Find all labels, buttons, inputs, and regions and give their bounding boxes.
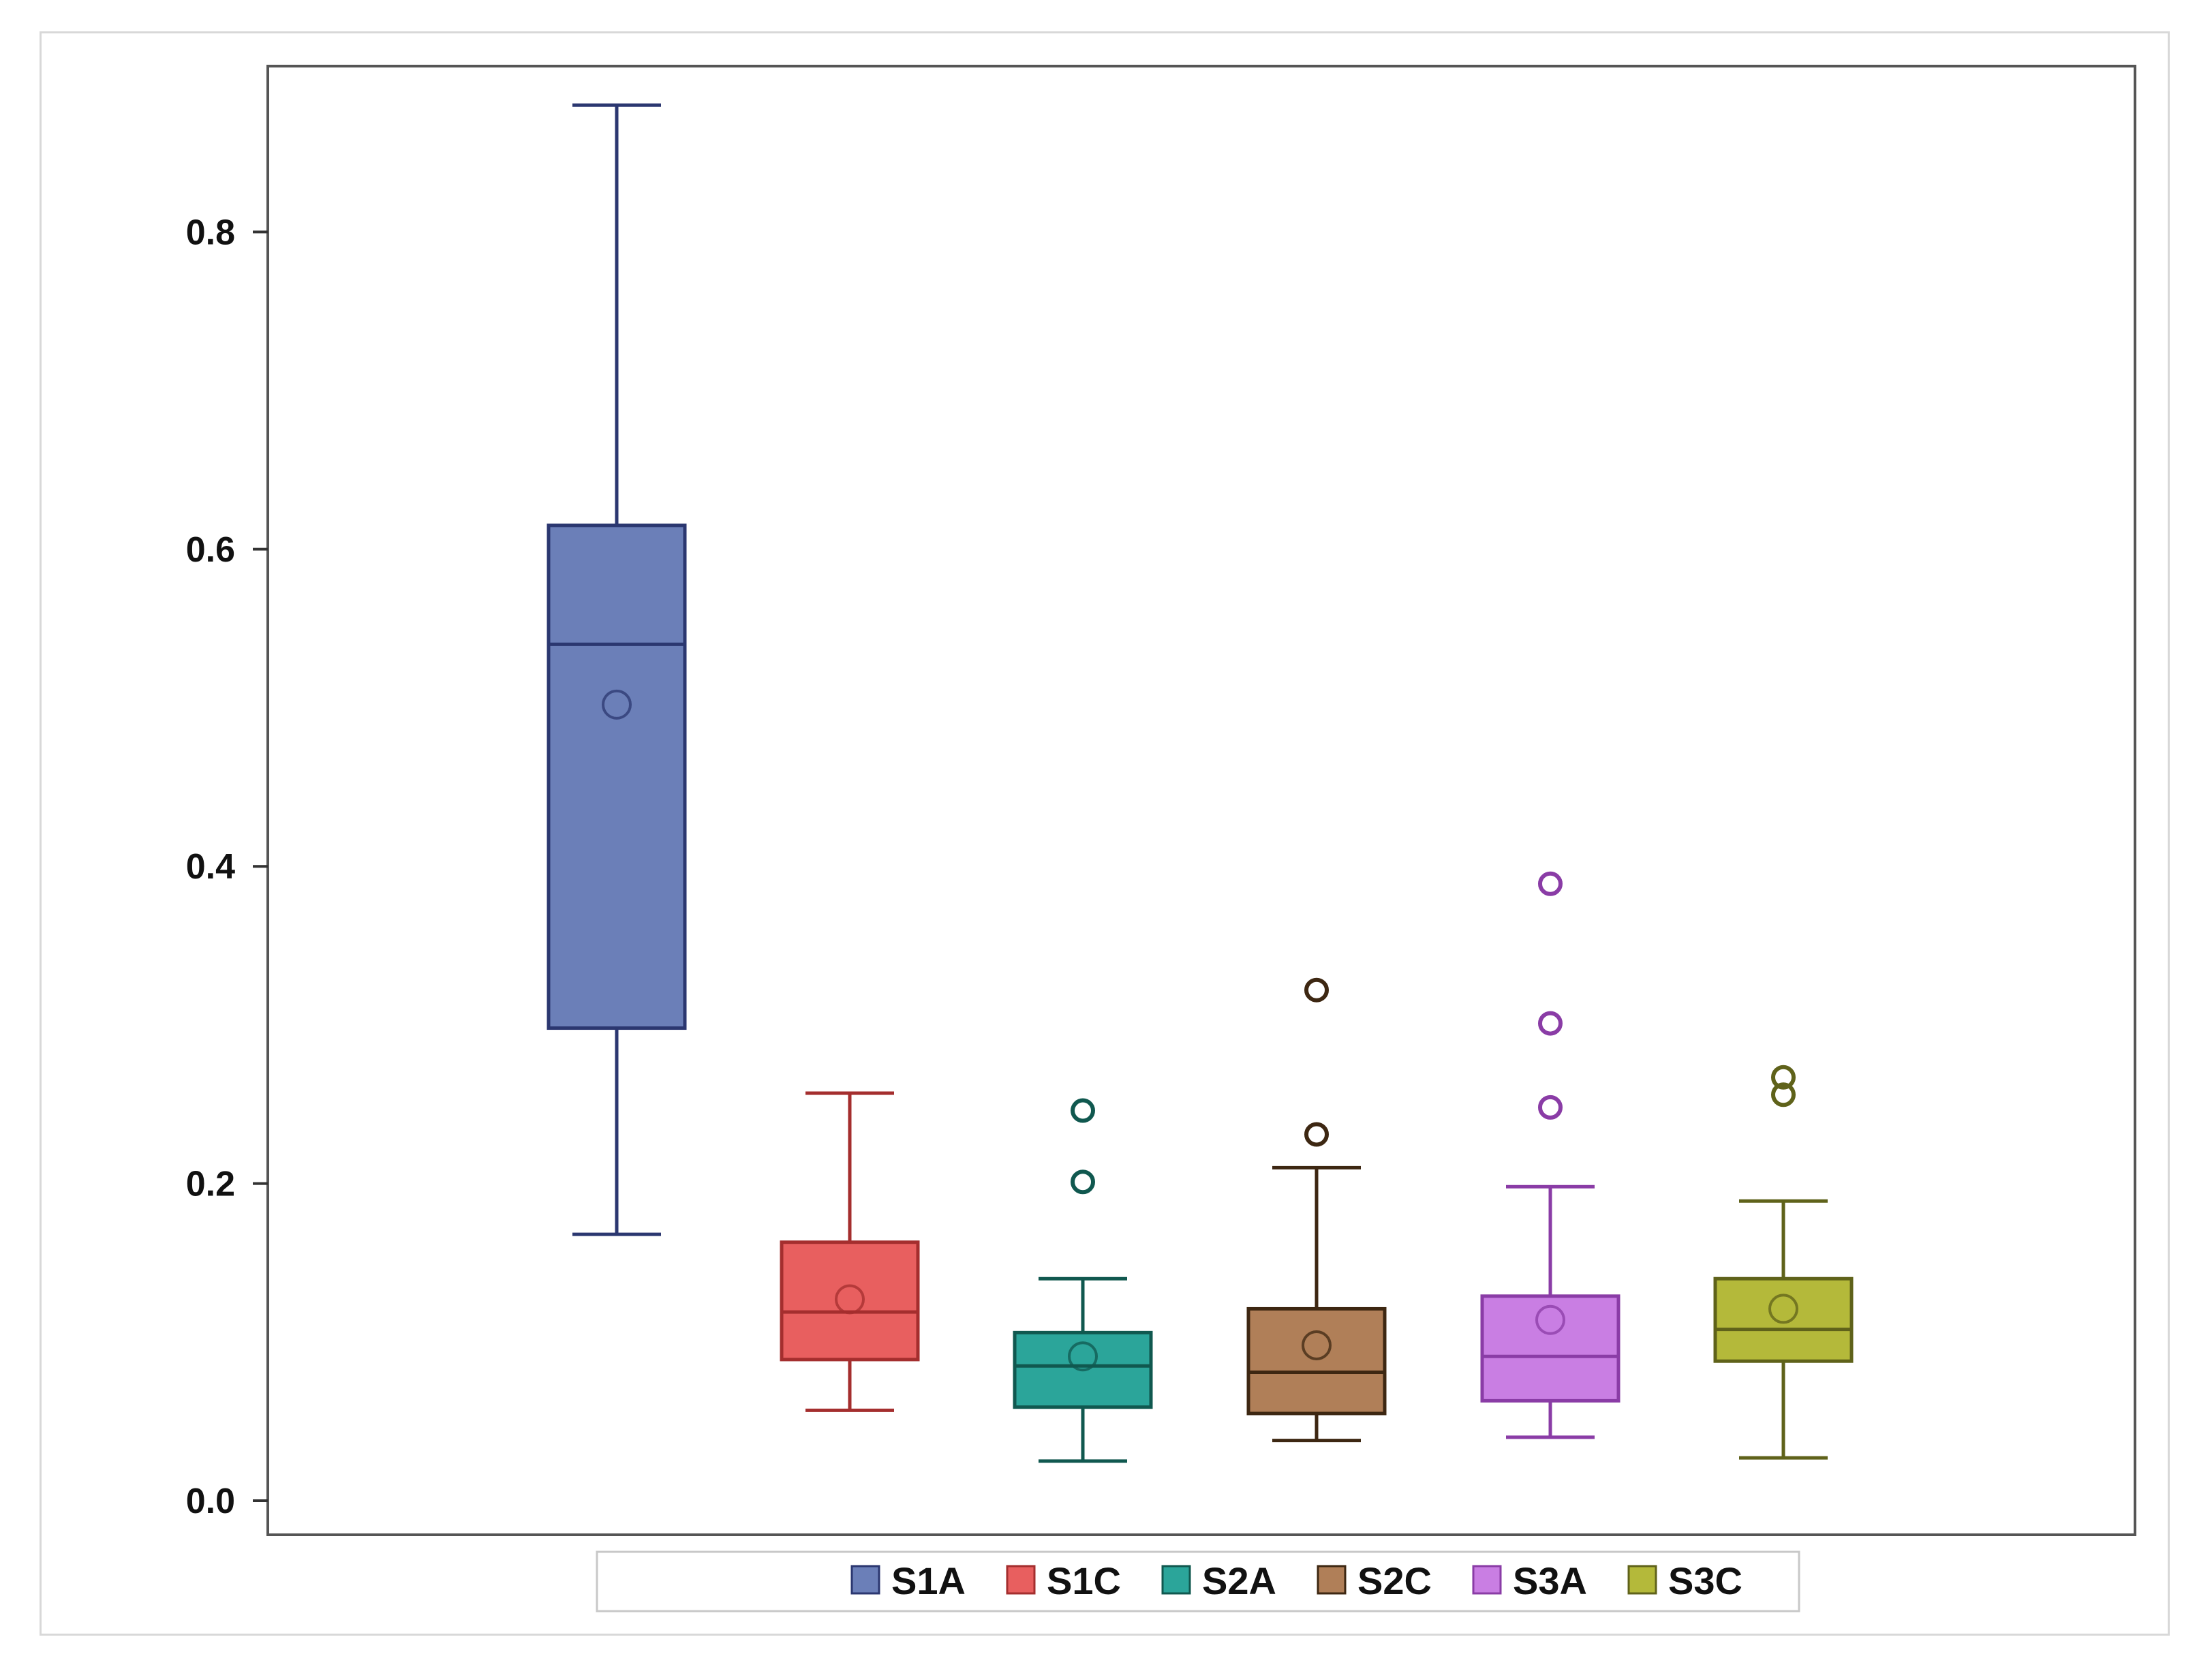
legend-label: S1C: [1047, 1559, 1121, 1602]
box-s3a: [1480, 871, 1620, 1439]
box-s1a: [547, 103, 687, 1236]
legend-label: S2A: [1202, 1559, 1276, 1602]
legend-swatch: [1627, 1565, 1657, 1595]
mean-marker: [602, 689, 632, 720]
box-s2a: [1013, 1098, 1153, 1463]
legend-label: S3C: [1668, 1559, 1742, 1602]
figure-frame: [40, 31, 2170, 1636]
box-s1c: [780, 1091, 920, 1412]
y-tick-label: 0.8: [186, 213, 235, 252]
legend: S1A S1C S2A S2C S3A S3C: [596, 1550, 1800, 1612]
legend-item-s3c: S3C: [1627, 1559, 1742, 1602]
box-iqr: [547, 523, 687, 1030]
outlier-point: [1538, 871, 1563, 896]
legend-label: S1A: [891, 1559, 966, 1602]
y-axis: 0.0 0.2 0.4 0.6 0.8: [186, 213, 268, 1521]
y-tick-label: 0.2: [186, 1165, 235, 1204]
legend-swatch: [1472, 1565, 1502, 1595]
mean-marker: [835, 1284, 865, 1315]
mean-marker: [1302, 1330, 1332, 1360]
box-iqr: [1480, 1294, 1620, 1403]
legend-item-s1c: S1C: [1006, 1559, 1121, 1602]
box-iqr: [1246, 1306, 1387, 1416]
legend-swatch: [1317, 1565, 1347, 1595]
box-series-group: [547, 103, 1854, 1463]
box-iqr: [780, 1240, 920, 1362]
legend-label: S2C: [1357, 1559, 1432, 1602]
outlier-point: [1538, 1095, 1563, 1120]
legend-item-s2a: S2A: [1161, 1559, 1276, 1602]
legend-item-s3a: S3A: [1472, 1559, 1587, 1602]
legend-swatch: [1006, 1565, 1036, 1595]
outlier-point: [1071, 1098, 1095, 1123]
outlier-point: [1304, 1122, 1329, 1147]
outlier-point: [1071, 1169, 1095, 1195]
box-s2c: [1246, 977, 1387, 1443]
outlier-point: [1771, 1065, 1796, 1090]
legend-box: [596, 1550, 1800, 1612]
outlier-point: [1538, 1011, 1563, 1036]
mean-marker: [1768, 1294, 1798, 1324]
legend-label: S3A: [1513, 1559, 1587, 1602]
mean-marker: [1535, 1304, 1565, 1335]
box-iqr: [1713, 1276, 1854, 1363]
box-s3c: [1713, 1065, 1854, 1460]
legend-item-s2c: S2C: [1317, 1559, 1432, 1602]
legend-swatch: [1161, 1565, 1191, 1595]
mean-marker: [1068, 1341, 1098, 1372]
outlier-point: [1771, 1082, 1796, 1107]
y-tick-label: 0.0: [186, 1482, 235, 1521]
legend-swatch: [850, 1565, 880, 1595]
y-tick-label: 0.4: [186, 847, 235, 887]
outlier-point: [1304, 977, 1329, 1003]
legend-item-s1a: S1A: [850, 1559, 966, 1602]
y-tick-label: 0.6: [186, 530, 235, 570]
